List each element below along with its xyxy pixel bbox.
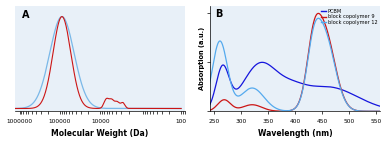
Y-axis label: Absorption (a.u.): Absorption (a.u.) bbox=[199, 27, 204, 90]
Text: B: B bbox=[215, 9, 223, 19]
Legend: PCBM, block copolymer 9, block copolymer 12: PCBM, block copolymer 9, block copolymer… bbox=[320, 8, 378, 25]
X-axis label: Molecular Weight (Da): Molecular Weight (Da) bbox=[51, 129, 149, 138]
Text: A: A bbox=[22, 10, 29, 20]
X-axis label: Wavelength (nm): Wavelength (nm) bbox=[258, 129, 333, 138]
